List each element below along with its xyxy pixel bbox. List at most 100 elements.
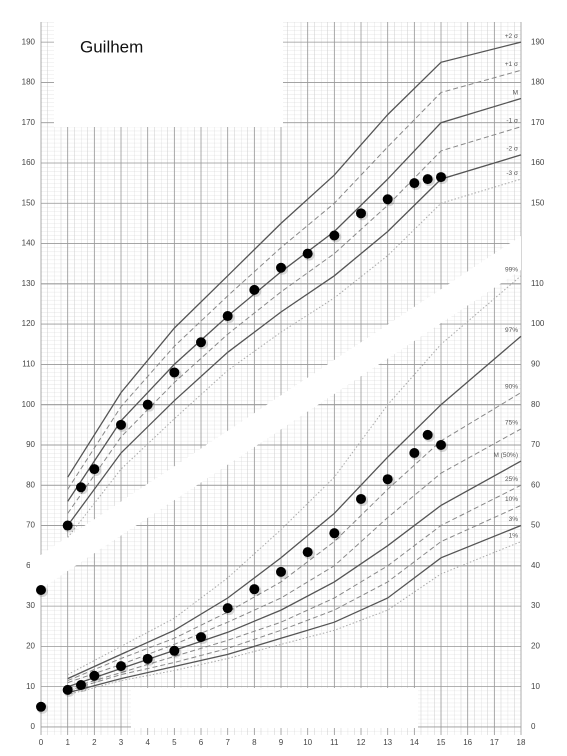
y2-tick-label: 50	[531, 521, 540, 530]
x-tick-label: 13	[383, 738, 392, 747]
y-tick-label: 150	[22, 198, 36, 207]
separator-band	[30, 236, 521, 596]
y2-tick-label: 80	[531, 400, 540, 409]
curve-label: 99%	[505, 266, 518, 273]
y2-left-tick-label: 30	[26, 601, 35, 610]
measurement-point	[329, 230, 340, 241]
y2-tick-label: 20	[531, 641, 540, 650]
y2-left-tick-label: 10	[26, 682, 35, 691]
curve-label: M (50%)	[493, 452, 518, 459]
curve-label: 75%	[505, 420, 518, 427]
x-tick-label: 0	[39, 738, 44, 747]
y2-tick-label: 0	[531, 722, 536, 731]
measurement-point	[329, 528, 340, 539]
measurement-point	[422, 429, 433, 440]
measurement-point	[169, 645, 180, 656]
y2-tick-label: 30	[531, 601, 540, 610]
measurement-point	[196, 632, 206, 643]
name-box	[54, 22, 283, 127]
y-tick-label: 190	[22, 37, 36, 46]
curve-label: 90%	[505, 383, 518, 390]
x-tick-label: 12	[357, 738, 366, 747]
measurement-point	[196, 337, 206, 348]
measurement-point	[222, 603, 233, 614]
y2-tick-label: 70	[531, 440, 540, 449]
y2-tick-label: 90	[531, 360, 540, 369]
x-tick-label: 1	[65, 738, 70, 747]
measurement-point	[382, 194, 393, 205]
y-tick-label: 100	[22, 400, 36, 409]
x-tick-label: 5	[172, 738, 177, 747]
y2-tick-label: 40	[531, 561, 540, 570]
reference-curve	[67, 178, 522, 538]
measurement-point	[62, 684, 73, 695]
y-right-tick-label: 170	[531, 118, 545, 127]
measurement-point	[409, 178, 420, 189]
curve-label: -3 σ	[506, 170, 518, 177]
reference-curve	[67, 154, 522, 526]
measurement-point	[356, 208, 366, 219]
x-tick-label: 7	[225, 738, 230, 747]
measurement-point	[116, 661, 126, 672]
x-tick-label: 6	[199, 738, 204, 747]
curve-label: -1 σ	[506, 117, 518, 124]
x-tick-label: 2	[92, 738, 97, 747]
y2-tick-label: 110	[531, 279, 544, 288]
y-tick-label: 170	[22, 118, 36, 127]
y-right-tick-label: 150	[531, 198, 545, 207]
reference-curve	[67, 428, 522, 684]
y-right-tick-label: 180	[531, 78, 545, 87]
curve-label: 3%	[509, 516, 519, 523]
y2-tick-label: 10	[531, 682, 540, 691]
measurement-point	[76, 482, 86, 493]
y-tick-label: 160	[22, 158, 36, 167]
reference-curve	[67, 126, 522, 514]
measurement-point	[302, 547, 313, 558]
measurement-point	[436, 172, 446, 183]
reference-curve	[67, 524, 522, 694]
blank-box	[131, 688, 418, 728]
measurement-point	[62, 520, 73, 531]
measurement-point	[76, 680, 86, 691]
reference-curve	[67, 504, 522, 692]
measurement-point	[222, 311, 233, 322]
measurement-point	[276, 566, 286, 577]
measurement-point	[36, 584, 46, 595]
y-tick-label: 120	[22, 319, 36, 328]
x-tick-label: 17	[490, 738, 499, 747]
y-tick-label: 70	[26, 521, 35, 530]
reference-curve	[67, 460, 522, 688]
curve-label: 97%	[505, 327, 518, 334]
measurement-point	[249, 284, 260, 295]
curve-label: -2 σ	[506, 146, 518, 153]
measurement-point	[436, 439, 446, 450]
y-tick-label: 90	[26, 440, 35, 449]
x-tick-label: 3	[119, 738, 124, 747]
x-tick-label: 18	[517, 738, 526, 747]
y2-left-tick-label: 0	[31, 722, 36, 731]
curve-label: +2 σ	[505, 33, 518, 40]
y-tick-label: 130	[22, 279, 36, 288]
x-tick-label: 15	[437, 738, 446, 747]
measurement-point	[409, 448, 420, 459]
reference-curve	[67, 275, 522, 676]
x-tick-label: 10	[303, 738, 312, 747]
chart-title: Guilhem	[80, 37, 143, 56]
y-right-tick-label: 160	[531, 158, 545, 167]
measurement-point	[89, 464, 100, 475]
y2-tick-label: 60	[531, 480, 540, 489]
x-tick-label: 11	[330, 738, 339, 747]
reference-curve	[67, 484, 522, 690]
measurement-point	[302, 248, 313, 259]
y2-tick-label: 100	[531, 319, 545, 328]
curve-label: 25%	[505, 476, 518, 483]
measurement-point	[276, 262, 286, 273]
curve-label: 1%	[509, 532, 519, 539]
x-tick-label: 8	[252, 738, 257, 747]
x-tick-label: 14	[410, 738, 419, 747]
x-tick-label: 4	[145, 738, 150, 747]
x-tick-label: 16	[463, 738, 472, 747]
measurement-point	[142, 653, 153, 664]
y-tick-label: 180	[22, 78, 36, 87]
curve-label: M	[513, 89, 518, 96]
